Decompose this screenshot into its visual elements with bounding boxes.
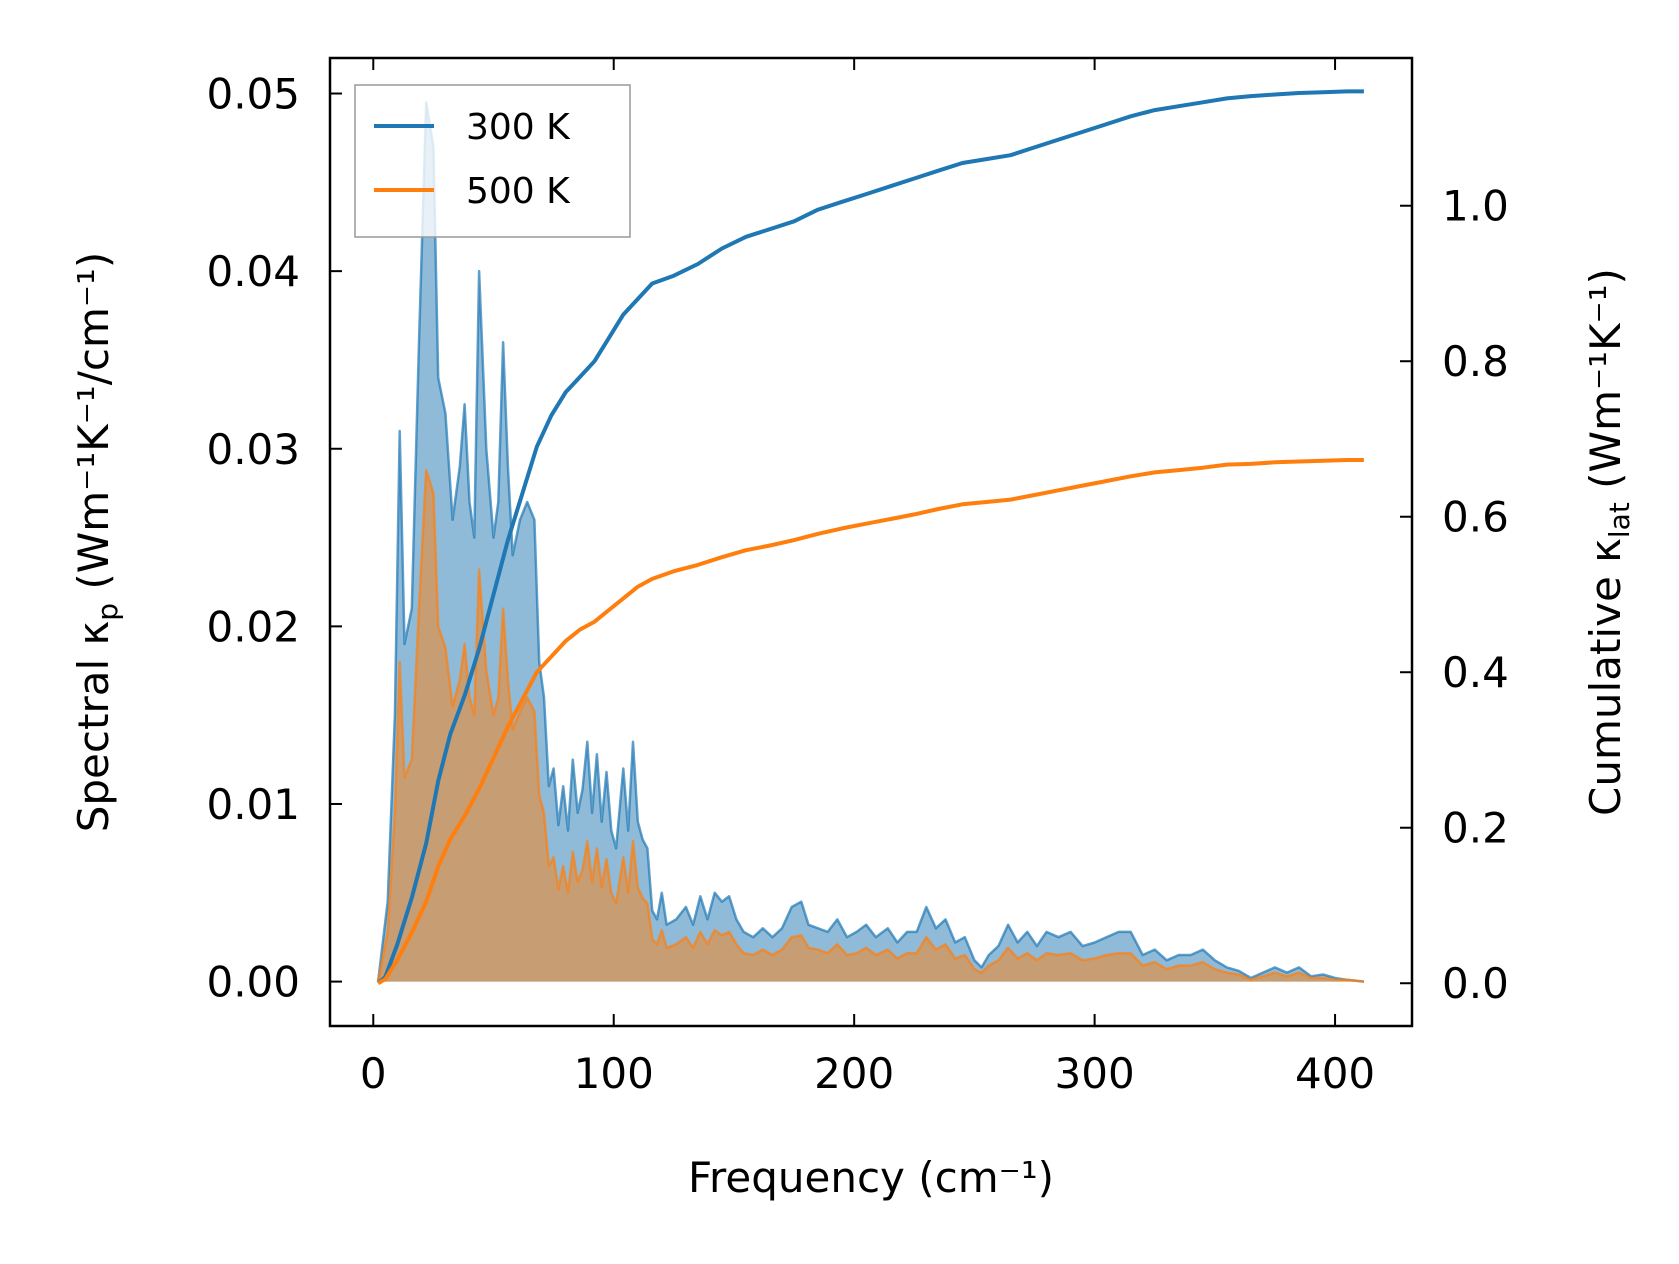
x-axis-label: Frequency (cm⁻¹) xyxy=(688,1153,1054,1202)
axes-frame xyxy=(328,56,1414,1028)
y-tick-label-right: 0.6 xyxy=(1442,493,1509,542)
y-axis-right-label-units: (Wm⁻¹K⁻¹) xyxy=(1581,268,1630,502)
legend-box xyxy=(354,84,631,238)
y-tick-label-right: 0.0 xyxy=(1442,959,1509,1008)
x-tick-label: 0 xyxy=(360,1049,387,1098)
x-tick-label: 100 xyxy=(574,1049,654,1098)
legend-label-500k: 500 K xyxy=(466,171,571,212)
y-tick-label-right: 0.2 xyxy=(1442,804,1509,853)
y-axis-right-label-sub: lat xyxy=(1603,502,1636,538)
y-axis-left-label-main: Spectral κ xyxy=(69,621,118,833)
y-tick-label-left: 0.00 xyxy=(206,958,300,1007)
y-axis-left-label-units: (Wm⁻¹K⁻¹/cm⁻¹) xyxy=(69,252,118,603)
y-axis-right-label: Cumulative κlat (Wm⁻¹K⁻¹) xyxy=(1581,268,1636,816)
y-tick-label-left: 0.05 xyxy=(206,70,300,119)
y-axis-left-label-sub: p xyxy=(91,603,124,621)
x-tick-label: 300 xyxy=(1055,1049,1135,1098)
y-tick-label-right: 0.4 xyxy=(1442,648,1509,697)
x-tick-label: 200 xyxy=(814,1049,894,1098)
y-tick-label-right: 1.0 xyxy=(1442,182,1509,231)
legend-label-300k: 300 K xyxy=(466,107,571,148)
spectral-line-300k xyxy=(376,101,1365,983)
spectral-fill-500k xyxy=(378,470,1364,982)
y-tick-label-left: 0.01 xyxy=(206,780,300,829)
y-tick-label-left: 0.02 xyxy=(206,602,300,651)
y-axis-right-label-main: Cumulative κ xyxy=(1581,538,1630,816)
y-axis-left-label: Spectral κp (Wm⁻¹K⁻¹/cm⁻¹) xyxy=(69,252,124,833)
legend: 300 K 500 K xyxy=(354,84,631,238)
cumulative-line-300k xyxy=(376,89,1364,985)
cumulative-line-500k xyxy=(377,458,1364,985)
plot-area xyxy=(376,89,1365,985)
y-tick-label-left: 0.04 xyxy=(206,247,300,296)
y-tick-label-left: 0.03 xyxy=(206,425,300,474)
spectral-line-500k xyxy=(376,468,1365,983)
axis-ticks: 0 100 200 300 400 0.00 0.01 0.02 0.03 0.04 0.05 0.0… xyxy=(206,58,1509,1098)
x-tick-label: 400 xyxy=(1295,1049,1375,1098)
y-tick-label-right: 0.8 xyxy=(1442,337,1509,386)
